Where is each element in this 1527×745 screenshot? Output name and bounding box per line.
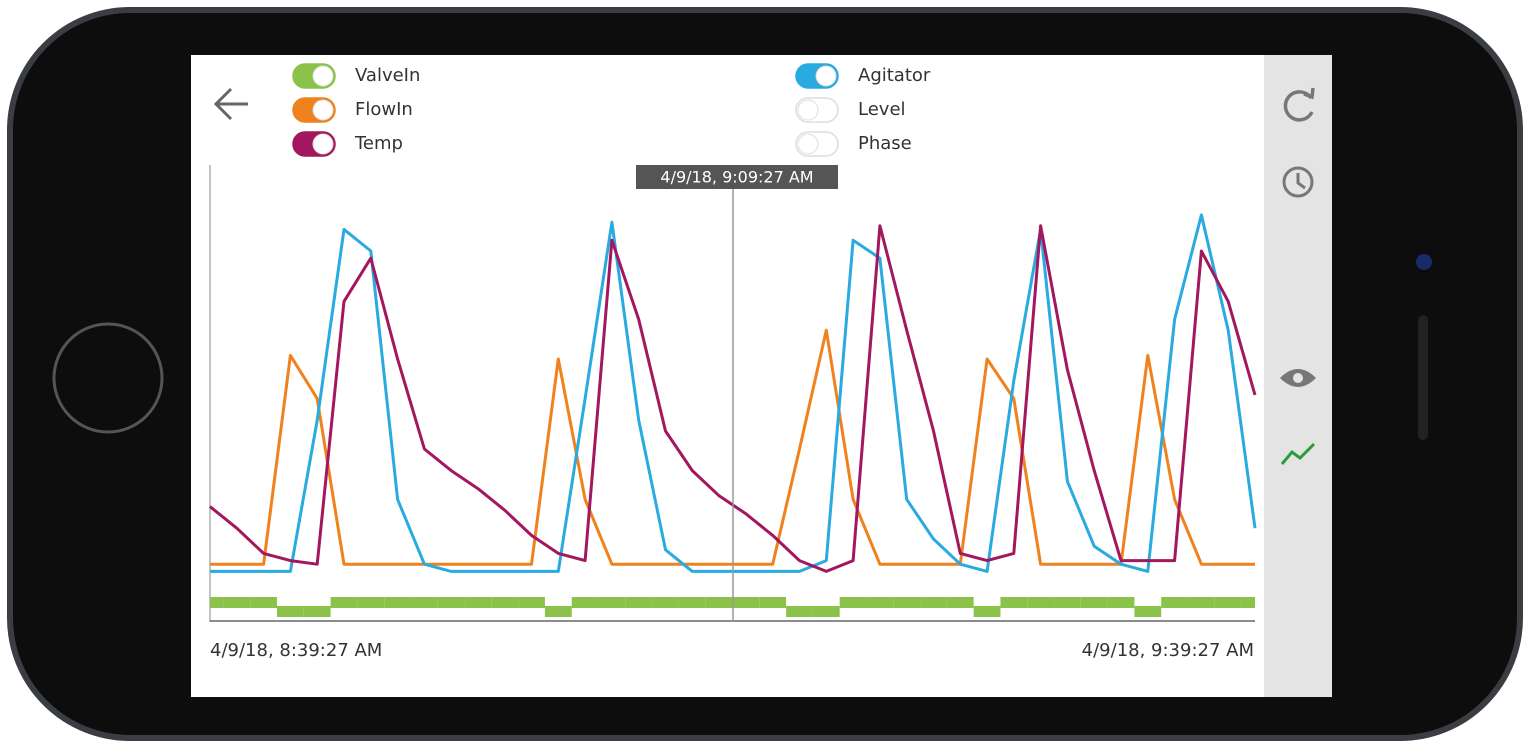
valve-step <box>1134 606 1162 617</box>
valve-step <box>678 597 706 608</box>
toggle[interactable]: FlowIn <box>292 97 413 123</box>
cursor-label: 4/9/18, 9:09:27 AM <box>660 168 813 187</box>
toggle-knob <box>797 99 819 121</box>
valve-step <box>893 597 921 608</box>
valve-step <box>1161 597 1189 608</box>
toggle-label: Agitator <box>858 65 931 86</box>
valve-step <box>920 597 947 608</box>
start-time: 4/9/18, 8:39:27 AM <box>210 640 382 661</box>
toggle[interactable]: Temp <box>292 131 403 157</box>
valve-step <box>652 597 679 608</box>
valve-step <box>276 606 304 617</box>
valve-step <box>491 597 519 608</box>
valve-step <box>839 597 867 608</box>
back-button[interactable] <box>213 87 248 121</box>
valve-step <box>330 597 358 608</box>
speaker <box>1418 315 1428 440</box>
valve-step <box>625 597 653 608</box>
toggle[interactable]: Agitator <box>795 63 931 89</box>
cursor-label-bg <box>636 165 838 189</box>
valve-step <box>759 597 787 608</box>
legend: ValveIn FlowIn Temp Agitator Level Phase <box>292 63 931 157</box>
toggle[interactable]: Phase <box>795 131 912 157</box>
screen <box>191 55 1332 697</box>
valve-step <box>210 597 224 608</box>
valve-step <box>866 597 894 608</box>
toggle-knob <box>312 99 334 121</box>
valve-step <box>786 606 813 617</box>
valve-step <box>812 606 840 617</box>
toggle-knob <box>797 133 819 155</box>
valve-step <box>973 606 1001 617</box>
valve-step <box>1054 597 1081 608</box>
valve-step <box>1000 597 1028 608</box>
valve-step <box>518 597 545 608</box>
toggle-knob <box>312 133 334 155</box>
history-button[interactable] <box>1282 166 1314 198</box>
valve-step <box>1188 597 1215 608</box>
valve-step <box>571 597 599 608</box>
valve-step <box>464 597 492 608</box>
toggle[interactable]: ValveIn <box>292 63 420 89</box>
toggle-label: Level <box>858 99 906 120</box>
valve-step <box>1241 597 1255 608</box>
home-button[interactable] <box>52 322 164 434</box>
valve-step <box>357 597 385 608</box>
valve-step <box>1080 597 1108 608</box>
end-time: 4/9/18, 9:39:27 AM <box>1082 640 1254 661</box>
toggle[interactable]: Level <box>795 97 906 123</box>
valve-step <box>303 606 331 617</box>
valve-step <box>544 606 572 617</box>
valve-step <box>732 597 760 608</box>
valve-step <box>598 597 626 608</box>
valve-step <box>250 597 277 608</box>
toggle-label: ValveIn <box>355 65 420 86</box>
valve-step <box>1027 597 1055 608</box>
toggle-label: Phase <box>858 133 912 154</box>
valve-step <box>384 597 411 608</box>
toggle-label: FlowIn <box>355 99 413 120</box>
toggle-knob <box>312 65 334 87</box>
valve-step <box>1214 597 1242 608</box>
valve-step <box>410 597 438 608</box>
refresh-button[interactable] <box>1283 87 1315 122</box>
toggle-knob <box>815 65 837 87</box>
valve-step <box>223 597 251 608</box>
valve-step <box>1107 597 1135 608</box>
camera <box>1416 254 1432 270</box>
trend-button[interactable] <box>1280 442 1316 465</box>
visibility-button[interactable] <box>1280 369 1316 387</box>
toggle-label: Temp <box>354 133 403 154</box>
valve-step <box>437 597 465 608</box>
valve-step <box>705 597 733 608</box>
valve-step <box>946 597 974 608</box>
